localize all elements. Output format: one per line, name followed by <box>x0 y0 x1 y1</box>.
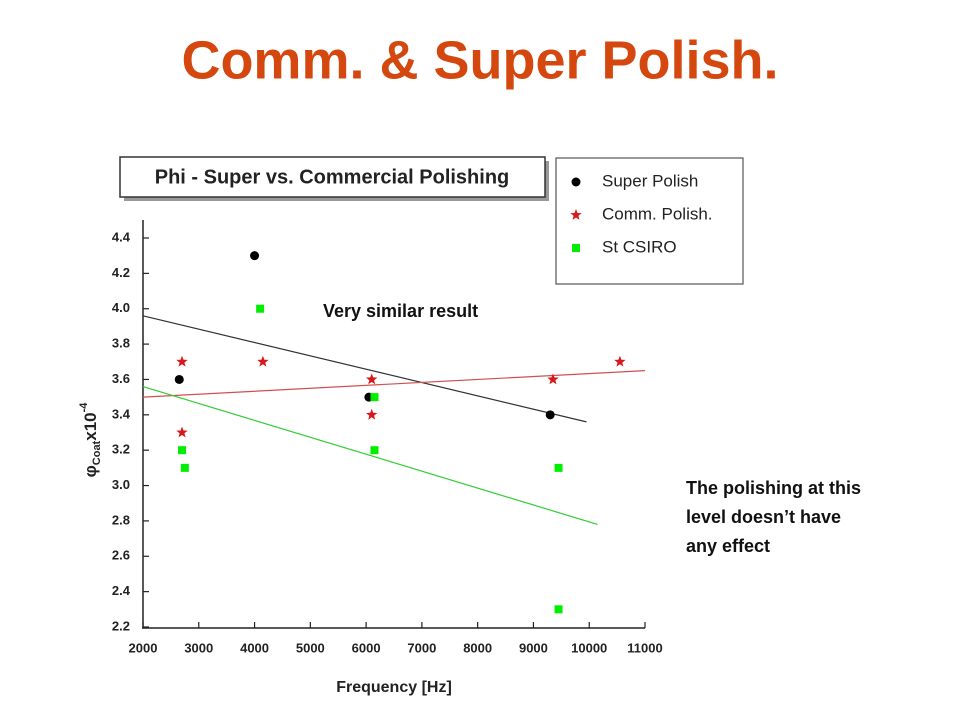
point <box>180 463 189 472</box>
annotation: The polishing at this <box>686 478 861 498</box>
point <box>554 463 563 472</box>
point <box>178 446 187 455</box>
y-tick-label: 3.4 <box>112 406 131 421</box>
point <box>366 373 378 385</box>
y-tick-label: 2.8 <box>112 512 130 527</box>
slide-title: Comm. & Super Polish. <box>181 30 778 90</box>
point <box>614 355 626 367</box>
annotation: Very similar result <box>323 301 478 321</box>
y-label-symbol: φ <box>81 465 100 477</box>
point <box>547 373 559 385</box>
y-tick-label: 3.0 <box>112 477 130 492</box>
y-tick-label: 4.4 <box>112 229 131 244</box>
point <box>256 304 265 313</box>
x-tick-label: 5000 <box>296 640 325 655</box>
point <box>554 605 563 614</box>
point <box>176 426 188 438</box>
legend-label: St CSIRO <box>602 237 677 256</box>
legend-box <box>555 157 744 285</box>
point <box>257 355 269 367</box>
x-tick-label: 10000 <box>571 640 607 655</box>
point <box>545 410 555 420</box>
x-tick-label: 7000 <box>407 640 436 655</box>
x-tick-label: 3000 <box>184 640 213 655</box>
x-tick-label: 8000 <box>463 640 492 655</box>
fit-line <box>142 385 598 526</box>
x-tick-label: 9000 <box>519 640 548 655</box>
y-tick-label: 4.2 <box>112 265 130 280</box>
y-tick-label: 2.4 <box>112 583 131 598</box>
y-label-sup: -4 <box>78 402 90 413</box>
x-tick-label: 2000 <box>129 640 158 655</box>
fit-line <box>142 370 646 398</box>
title-box <box>119 156 546 198</box>
point <box>366 408 378 420</box>
y-axis-label: φCoatx10-4 <box>78 402 103 478</box>
y-tick-label: 4.0 <box>112 300 130 315</box>
chart-title: Phi - Super vs. Commercial Polishing <box>155 166 510 188</box>
point <box>176 355 188 367</box>
annotation: any effect <box>686 536 770 556</box>
legend-label: Super Polish <box>602 171 698 190</box>
y-tick-label: 2.6 <box>112 548 130 563</box>
y-tick-label: 3.8 <box>112 336 130 351</box>
y-label-sub: Coat <box>91 440 103 465</box>
y-label-main: x10 <box>81 412 100 440</box>
x-tick-label: 6000 <box>352 640 381 655</box>
y-tick-label: 3.2 <box>112 442 130 457</box>
legend-marker <box>570 209 582 220</box>
x-tick-label: 11000 <box>627 640 662 655</box>
x-tick-label: 4000 <box>240 640 269 655</box>
point <box>370 446 379 455</box>
fit-line <box>142 315 587 423</box>
legend-marker <box>572 244 580 252</box>
y-tick-label: 3.6 <box>112 371 130 386</box>
legend-label: Comm. Polish. <box>602 204 713 223</box>
x-axis-label: Frequency [Hz] <box>336 679 452 696</box>
annotation: level doesn’t have <box>686 507 841 527</box>
y-tick-label: 2.2 <box>112 618 130 633</box>
point <box>370 393 379 402</box>
point <box>174 374 184 384</box>
point <box>250 251 260 261</box>
legend-marker <box>571 177 581 187</box>
